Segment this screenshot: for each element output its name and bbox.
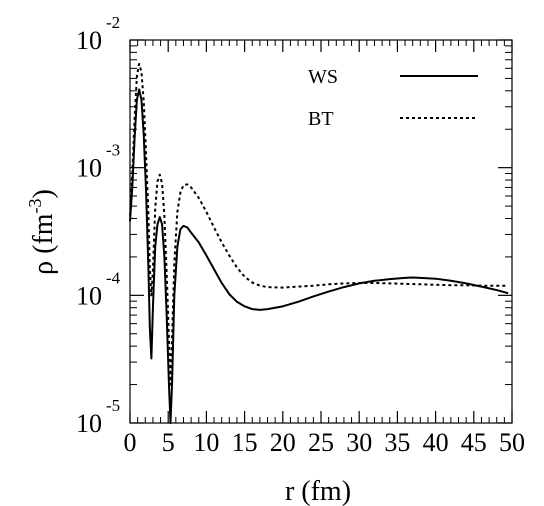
x-tick-label: 45 (461, 428, 487, 457)
y-axis-title-exponent: -3 (25, 198, 45, 213)
x-axis-title: r (fm) (285, 476, 351, 506)
y-tick-label-base: 10 (76, 409, 102, 438)
x-tick-label: 20 (270, 428, 296, 457)
y-tick-label-exponent: -3 (106, 141, 120, 160)
x-tick-label: 30 (346, 428, 372, 457)
y-tick-label-exponent: -5 (106, 396, 120, 415)
x-tick-label: 5 (162, 428, 175, 457)
series-line-bt (129, 62, 509, 386)
y-axis-title-base: ρ (fm (28, 213, 59, 275)
x-tick-label: 35 (384, 428, 410, 457)
legend-label-bt: BT (308, 108, 334, 130)
y-axis-title-close: ) (28, 189, 59, 198)
x-tick-label: 40 (423, 428, 449, 457)
y-axis-ticks: 10-510-410-310-2 (76, 13, 512, 438)
y-tick-label-base: 10 (76, 26, 102, 55)
y-tick-label-base: 10 (76, 281, 102, 310)
x-tick-label: 50 (499, 428, 525, 457)
y-axis-title: ρ (fm-3) (25, 189, 59, 275)
y-tick-label-exponent: -2 (106, 13, 120, 32)
legend-label-ws: WS (308, 66, 338, 88)
legend: WS BT (308, 66, 478, 130)
x-tick-label: 0 (124, 428, 137, 457)
series-line-ws (129, 88, 509, 424)
x-tick-label: 25 (308, 428, 334, 457)
x-tick-label: 10 (193, 428, 219, 457)
y-tick-label-base: 10 (76, 154, 102, 183)
series-layer (129, 62, 509, 424)
x-axis-ticks: 0 5 10 15 20 25 30 35 40 45 50 (124, 40, 525, 457)
x-tick-label: 15 (232, 428, 258, 457)
y-tick-label-exponent: -4 (106, 268, 121, 287)
